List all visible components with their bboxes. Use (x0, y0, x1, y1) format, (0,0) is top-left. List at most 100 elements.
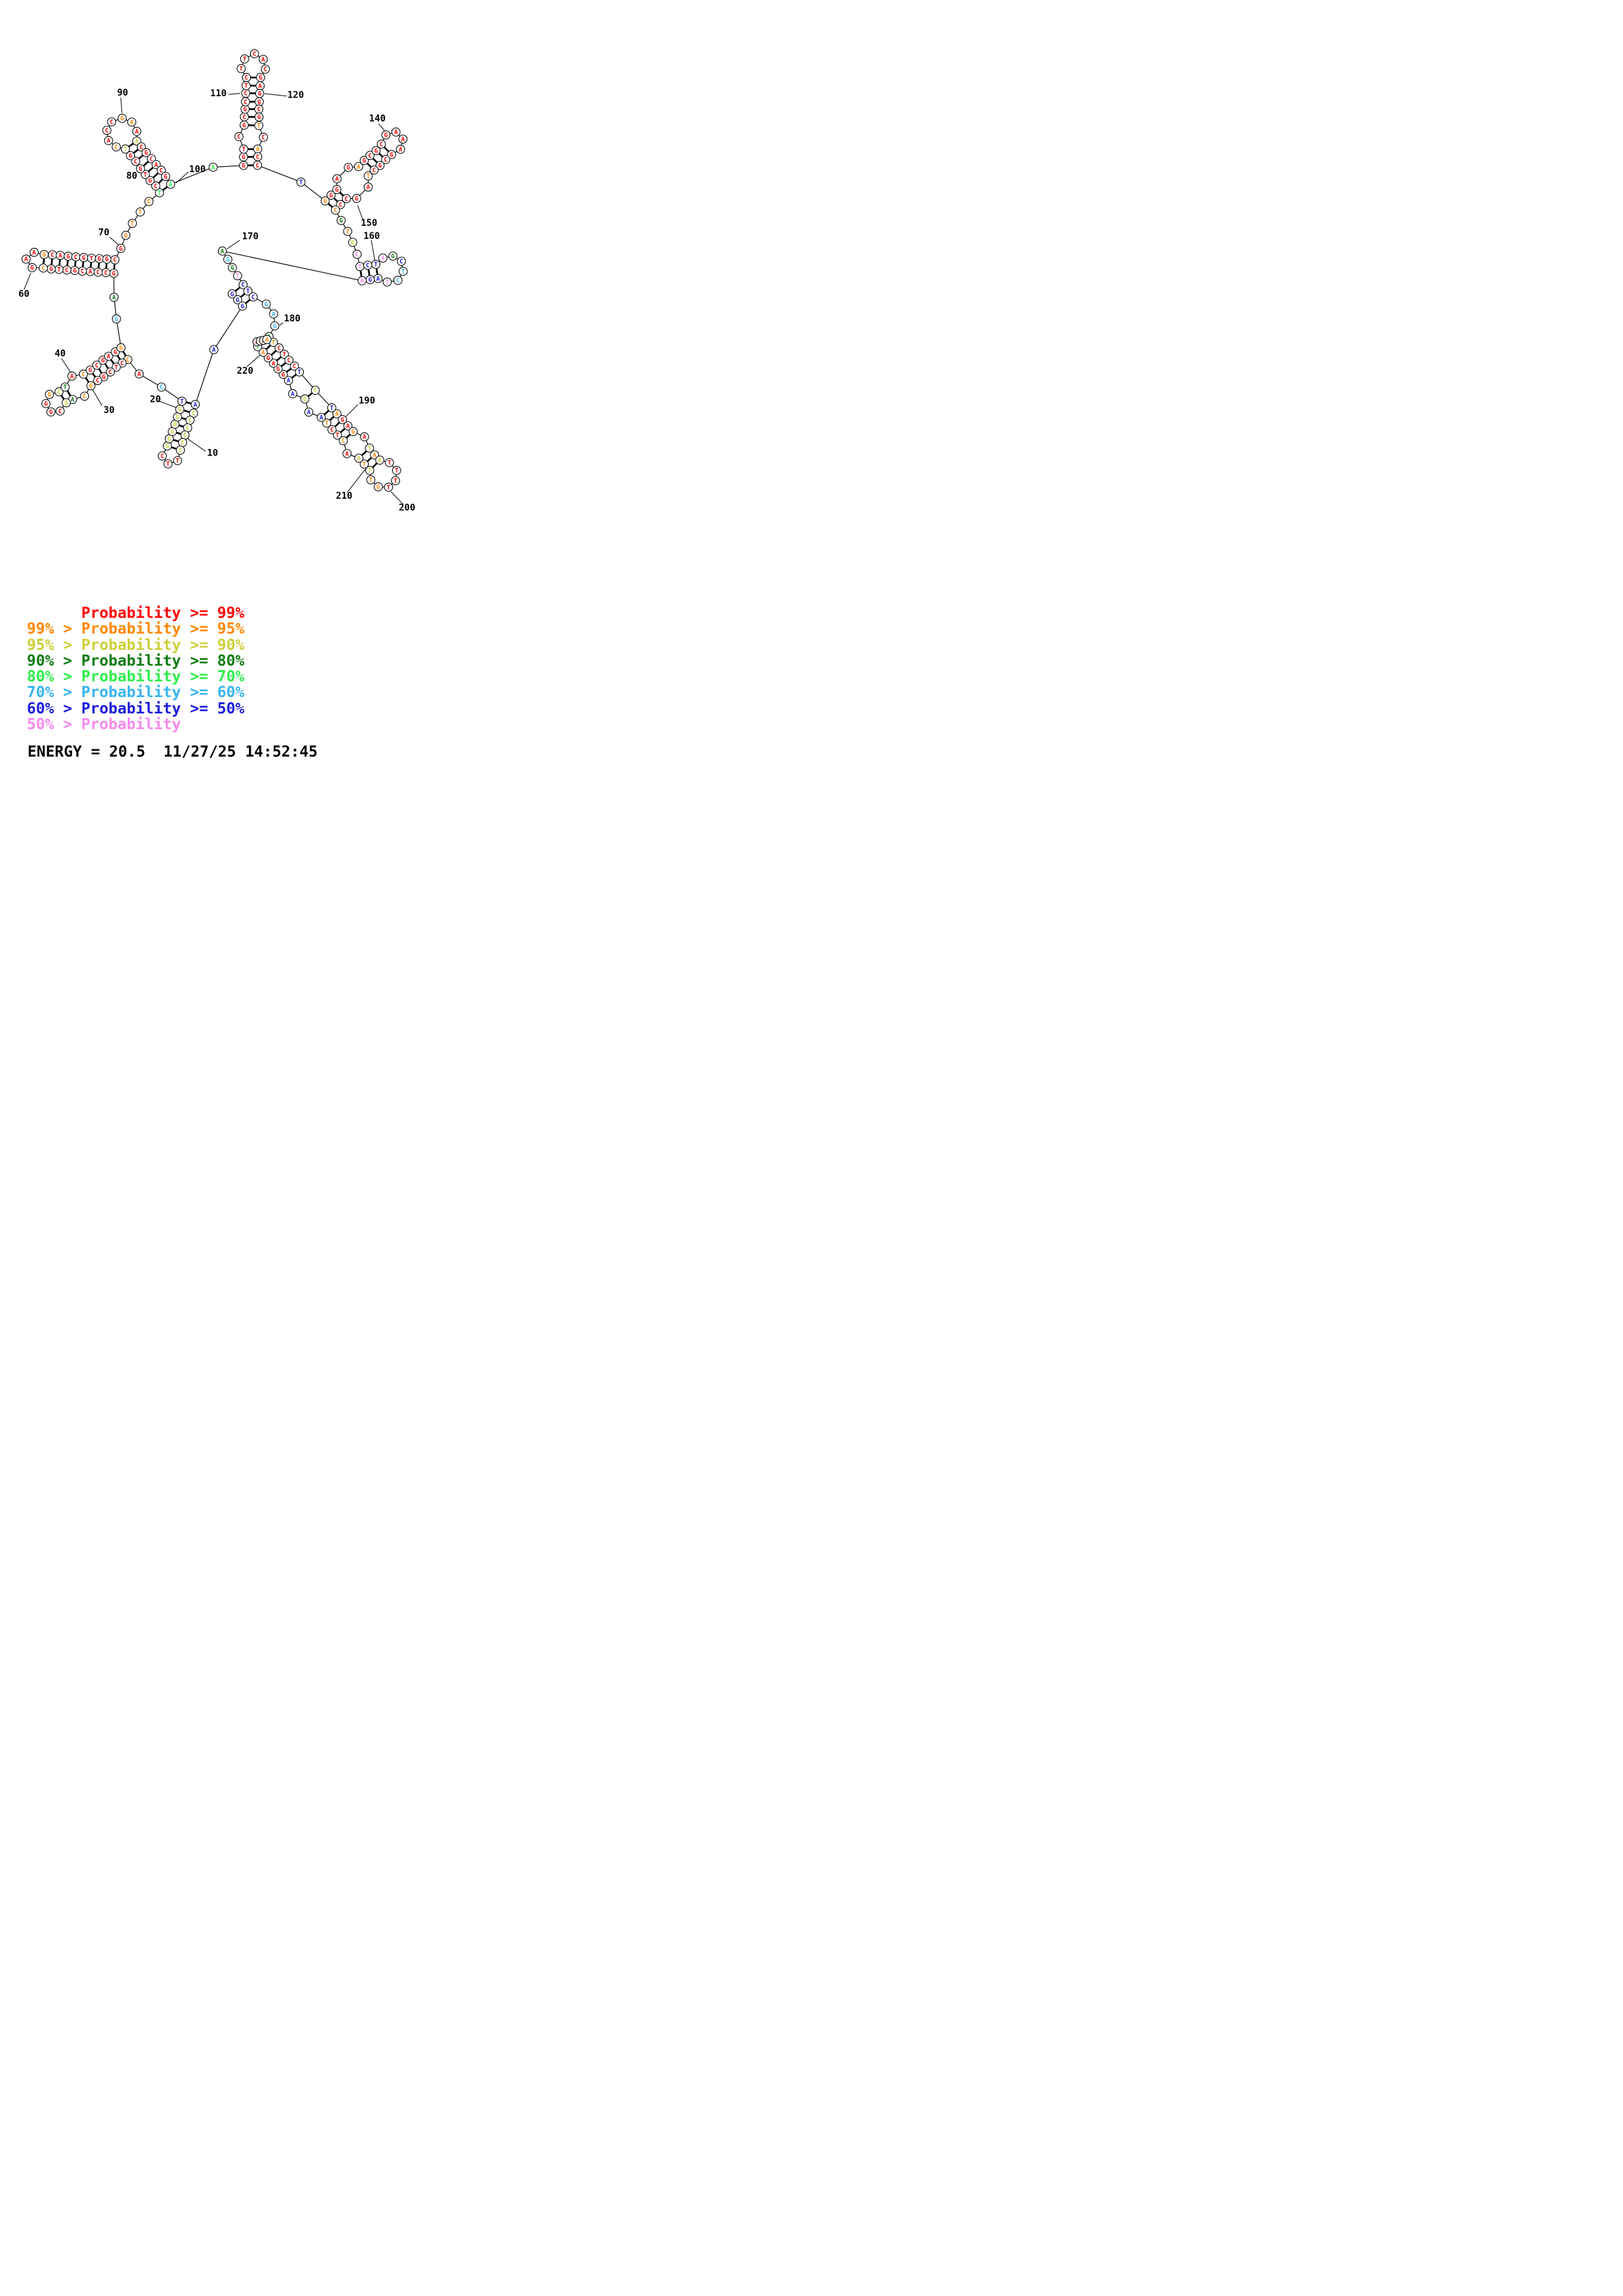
nucleotide-letter: C (186, 425, 190, 432)
nucleotide-letter: C (244, 75, 248, 82)
nucleotide-circle (378, 253, 388, 263)
nucleotide-letter: T (395, 467, 399, 475)
nucleotide-letter: G (112, 270, 116, 278)
nucleotide-letter: T (180, 398, 184, 405)
nucleotide-circle (316, 412, 326, 422)
nucleotide-letter: T (367, 173, 371, 180)
nucleotide-letter: C (160, 453, 164, 460)
nucleotide-letter: C (334, 207, 338, 214)
nucleotide-letter: G (43, 251, 46, 259)
nucleotide-circle (131, 156, 141, 166)
nucleotide-circle (191, 400, 200, 409)
nucleotide-letter: A (394, 129, 398, 136)
nucleotide-letter: T (336, 432, 340, 439)
nucleotide-circle (331, 205, 340, 215)
nucleotide-circle (388, 251, 397, 261)
nucleotide-letter: A (193, 401, 197, 408)
nucleotide-circle (332, 174, 342, 184)
nucleotide-circle (274, 343, 284, 353)
nucleotide-circle (262, 334, 272, 344)
nucleotide-letter: T (244, 82, 248, 90)
nucleotide-letter: G (88, 367, 92, 374)
nucleotide-letter: A (307, 409, 311, 416)
nucleotide-circle (86, 381, 96, 391)
nucleotide-letter: G (374, 147, 378, 154)
nucleotide-letter: C (192, 410, 196, 418)
label-pointer-line (344, 404, 359, 418)
nucleotide-circle (233, 271, 242, 281)
position-label: 140 (369, 113, 386, 124)
nucleotide-circle (41, 399, 51, 408)
nucleotide-letter: T (272, 339, 276, 346)
nucleotide-letter: C (314, 387, 318, 395)
nucleotide-letter: C (237, 134, 241, 141)
nucleotide-letter: T (138, 209, 142, 216)
nucleotide-letter: C (242, 114, 246, 121)
nucleotide-circle (21, 255, 31, 264)
nucleotide-circle (132, 136, 141, 146)
nucleotide-circle (208, 162, 218, 172)
nucleotide-circle (259, 54, 268, 64)
nucleotide-circle (365, 443, 374, 453)
nucleotide-letter: T (239, 65, 243, 73)
backbone-segment (213, 306, 243, 350)
nucleotide-circle (387, 150, 396, 160)
nucleotide-letter: G (148, 177, 152, 185)
nucleotide-circle (382, 278, 392, 287)
nucleotide-circle (326, 190, 336, 200)
nucleotide-letter: A (107, 137, 111, 145)
label-pointer-line (246, 353, 262, 367)
position-label: 220 (237, 366, 253, 376)
nucleotide-circle (46, 407, 56, 417)
nucleotide-circle (348, 238, 357, 247)
nucleotide-circle (398, 134, 408, 144)
label-pointer-line (227, 240, 240, 249)
nucleotide-letter: G (258, 90, 262, 98)
nucleotide-letter: T (298, 369, 302, 376)
nucleotide-letter: G (329, 192, 333, 200)
nucleotide-circle (163, 459, 173, 469)
nucleotide-circle (376, 139, 386, 149)
nucleotide-letter: A (211, 164, 215, 171)
nucleotide-letter: A (363, 434, 367, 441)
nucleotide-letter: C (149, 156, 153, 163)
position-label: 100 (189, 164, 206, 175)
nucleotide-circle (121, 230, 131, 240)
nucleotide-letter: G (230, 291, 234, 298)
nucleotide-letter: G (303, 396, 307, 403)
nucleotide-letter: T (368, 445, 372, 452)
nucleotide-letter: G (264, 301, 268, 308)
nucleotide-circle (242, 73, 251, 82)
nucleotide-circle (67, 371, 77, 381)
nucleotide-letter: C (287, 357, 291, 365)
nucleotide-letter: G (119, 345, 123, 352)
label-pointer-line (371, 240, 375, 260)
nucleotide-circle (375, 456, 384, 465)
label-pointer-line (175, 171, 189, 183)
nucleotide-circle (259, 132, 268, 142)
nucleotide-letter: C (179, 447, 183, 454)
nucleotide-circle (359, 432, 369, 442)
nucleotide-circle (322, 418, 331, 428)
legend-row: 60% > Probability >= 50% (27, 700, 245, 717)
nucleotide-circle (295, 367, 304, 377)
legend-row: 70% > Probability >= 60% (27, 684, 245, 702)
nucleotide-letter: T (388, 459, 392, 467)
nucleotide-circle (375, 160, 385, 170)
label-pointer-line (187, 438, 206, 452)
nucleotide-circle (177, 397, 187, 406)
position-label: 190 (359, 395, 375, 406)
nucleotide-letter: C (95, 362, 99, 369)
backbone-segment (116, 319, 122, 348)
nucleotide-letter: T (115, 364, 119, 371)
nucleotide-letter: G (242, 154, 246, 161)
nucleotide-circle (111, 142, 121, 152)
nucleotide-circle (110, 255, 120, 264)
nucleotide-letter: A (401, 136, 405, 143)
nucleotide-letter: C (257, 106, 261, 113)
nucleotide-circle (103, 135, 113, 145)
nucleotide-circle (280, 350, 289, 359)
nucleotide-letter: T (330, 404, 334, 412)
label-pointer-line (279, 322, 283, 326)
nucleotide-letter: A (259, 82, 263, 90)
